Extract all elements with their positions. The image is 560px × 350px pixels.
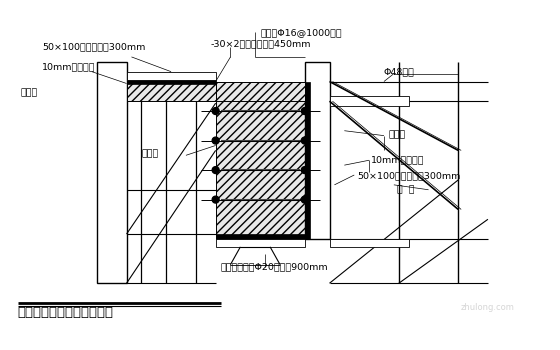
Text: Φ48钢管: Φ48钢管 <box>384 67 415 76</box>
Bar <box>127 82 216 101</box>
Text: 斜  撑: 斜 撑 <box>397 185 414 194</box>
Circle shape <box>301 196 308 203</box>
Bar <box>97 62 127 283</box>
Text: 梁内撑Φ16@1000钢筋: 梁内撑Φ16@1000钢筋 <box>260 28 342 37</box>
Bar <box>305 82 310 239</box>
Circle shape <box>212 167 219 174</box>
Bar <box>127 72 216 79</box>
Text: zhulong.com: zhulong.com <box>461 303 515 312</box>
Circle shape <box>301 107 308 114</box>
Circle shape <box>301 137 308 144</box>
Bar <box>216 82 305 101</box>
Bar <box>216 82 305 239</box>
Circle shape <box>212 107 219 114</box>
Text: 框架梁: 框架梁 <box>141 149 158 158</box>
Bar <box>216 239 305 247</box>
Bar <box>127 78 216 84</box>
Text: 钢筋焊接支架Φ20，间距900mm: 钢筋焊接支架Φ20，间距900mm <box>221 262 328 271</box>
Circle shape <box>212 137 219 144</box>
Text: 50×100木枋，间距300mm: 50×100木枋，间距300mm <box>357 172 461 181</box>
Text: 阴角模: 阴角模 <box>389 130 406 139</box>
Text: 现浇板: 现浇板 <box>21 89 38 98</box>
Bar <box>216 234 305 239</box>
Circle shape <box>212 196 219 203</box>
Bar <box>305 62 329 239</box>
Bar <box>329 96 409 106</box>
Text: 10mm厚复合板: 10mm厚复合板 <box>43 62 96 71</box>
Text: 10mm厚复合板: 10mm厚复合板 <box>371 156 424 165</box>
Text: 50×100木枋，间距300mm: 50×100木枋，间距300mm <box>43 43 146 51</box>
Circle shape <box>301 167 308 174</box>
Text: 框架梁、现浇板模板支撑图: 框架梁、现浇板模板支撑图 <box>17 306 114 319</box>
Text: -30×2对拉扁铁间距450mm: -30×2对拉扁铁间距450mm <box>211 40 311 49</box>
Bar <box>329 239 409 247</box>
